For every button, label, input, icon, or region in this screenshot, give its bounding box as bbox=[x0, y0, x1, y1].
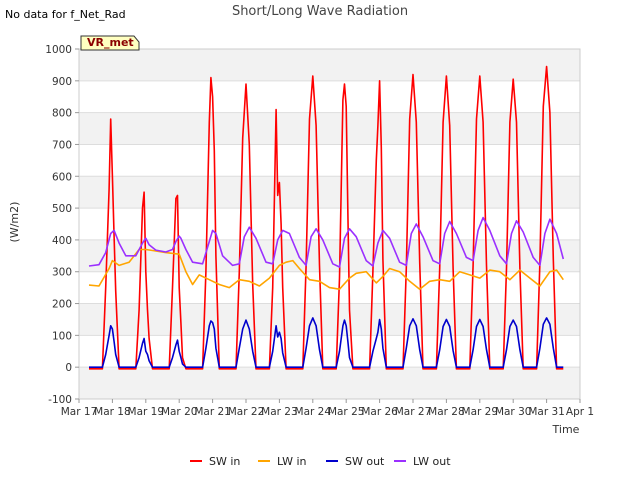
x-tick-label: Mar 27 bbox=[395, 406, 432, 418]
plot-frame bbox=[78, 48, 581, 400]
x-tick-label: Mar 28 bbox=[428, 406, 465, 418]
series-line-sw-out bbox=[89, 317, 564, 369]
x-tick-label: Mar 29 bbox=[462, 406, 499, 418]
y-tick-label: 200 bbox=[52, 299, 72, 311]
series-line-sw-in bbox=[89, 65, 564, 370]
x-tick-label: Mar 17 bbox=[61, 406, 98, 418]
x-tick-label: Mar 20 bbox=[161, 406, 198, 418]
y-axis: -100 0 100 200 300 400 500 600 700 800 900 1000 bbox=[45, 44, 79, 406]
no-data-message: No data for f_Net_Rad bbox=[5, 8, 126, 21]
y-tick-label: 600 bbox=[52, 171, 72, 183]
x-tick-label: Mar 30 bbox=[495, 406, 532, 418]
badge-shape bbox=[80, 35, 140, 51]
x-tick-label: Mar 18 bbox=[94, 406, 131, 418]
x-tick-label: Mar 21 bbox=[194, 406, 231, 418]
legend-label-lw-in: LW in bbox=[277, 455, 307, 468]
y-tick-label: 300 bbox=[52, 267, 72, 279]
y-tick-label: 700 bbox=[52, 139, 72, 151]
badge-label: VR_met bbox=[87, 36, 134, 49]
x-tick-label: Mar 26 bbox=[361, 406, 398, 418]
y-tick-label: 500 bbox=[52, 203, 72, 215]
y-axis-label: (W/m2) bbox=[8, 202, 21, 243]
plot-band bbox=[79, 112, 580, 145]
x-tick-label: Mar 23 bbox=[261, 406, 298, 418]
y-tick-label: 900 bbox=[52, 76, 72, 88]
vr-met-badge: VR_met bbox=[80, 35, 140, 51]
x-tick-label: Apr 1 bbox=[566, 406, 594, 418]
plot-band bbox=[79, 49, 580, 81]
legend: SW in LW in SW out LW out bbox=[190, 455, 451, 468]
plot-band bbox=[79, 367, 580, 399]
chart-title: Short/Long Wave Radiation bbox=[232, 4, 408, 19]
plot-band bbox=[79, 303, 580, 336]
x-tick-label: Mar 22 bbox=[228, 406, 265, 418]
y-tick-label: 400 bbox=[52, 235, 72, 247]
x-axis-label: Time bbox=[552, 423, 580, 436]
y-tick-label: 1000 bbox=[45, 44, 72, 56]
x-tick-label: Mar 19 bbox=[128, 406, 165, 418]
x-tick-label: Mar 25 bbox=[328, 406, 365, 418]
y-tick-label: 100 bbox=[52, 330, 72, 342]
y-tick-label: 800 bbox=[52, 108, 72, 120]
series-layer bbox=[88, 65, 565, 370]
y-tick-label: -100 bbox=[48, 394, 72, 406]
series-line-lw-out bbox=[88, 216, 565, 268]
x-tick-label: Mar 24 bbox=[295, 406, 332, 418]
plot-band bbox=[79, 176, 580, 209]
legend-label-sw-out: SW out bbox=[345, 455, 385, 468]
y-tick-label: 0 bbox=[65, 362, 72, 374]
legend-label-sw-in: SW in bbox=[209, 455, 240, 468]
x-tick-label: Mar 31 bbox=[528, 406, 565, 418]
plot-bands bbox=[79, 49, 580, 399]
legend-label-lw-out: LW out bbox=[413, 455, 451, 468]
